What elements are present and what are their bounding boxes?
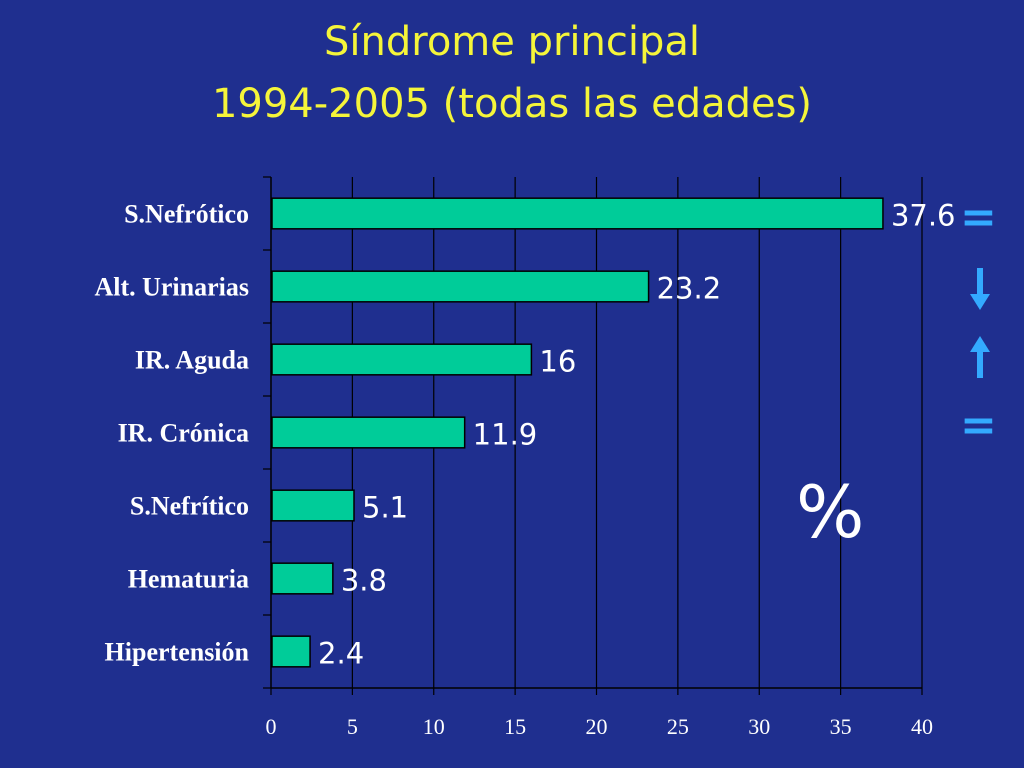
x-tick-label: 15 <box>504 714 526 739</box>
percent-unit-label: % <box>796 470 865 554</box>
category-label: IR. Aguda <box>135 346 249 375</box>
x-tick-label: 5 <box>347 714 358 739</box>
chart-title-line2: 1994-2005 (todas las edades) <box>211 81 813 127</box>
x-tick-label: 40 <box>911 714 933 739</box>
bar <box>271 635 311 668</box>
bar <box>271 343 533 376</box>
category-label: S.Nefrítico <box>130 492 249 521</box>
x-tick-label: 10 <box>423 714 445 739</box>
category-label: Alt. Urinarias <box>94 273 249 302</box>
down-arrow-icon <box>968 268 992 316</box>
category-label: Hematuria <box>128 565 249 594</box>
x-tick-label: 0 <box>266 714 277 739</box>
data-label: 23.2 <box>657 272 722 306</box>
bar <box>271 489 355 522</box>
chart-title-line1: Síndrome principal <box>324 19 700 65</box>
data-label: 3.8 <box>341 564 387 598</box>
x-tick-label: 30 <box>748 714 770 739</box>
bar <box>271 197 884 230</box>
bar <box>271 270 650 303</box>
x-tick-label: 35 <box>830 714 852 739</box>
data-label: 2.4 <box>318 637 364 671</box>
data-label: 37.6 <box>891 199 956 233</box>
equal-mark-ir-cronica: = <box>960 400 997 451</box>
category-label: Hipertensión <box>105 638 250 667</box>
x-tick-label: 20 <box>586 714 608 739</box>
category-label: S.Nefrótico <box>124 200 249 229</box>
bar <box>271 416 466 449</box>
equal-mark-s-nefrotico: = <box>960 192 997 243</box>
bar <box>271 562 334 595</box>
data-label: 16 <box>539 345 576 379</box>
data-label: 11.9 <box>473 418 538 452</box>
category-label: IR. Crónica <box>118 419 249 448</box>
x-tick-label: 25 <box>667 714 689 739</box>
data-label: 5.1 <box>362 491 408 525</box>
up-arrow-icon <box>968 334 992 382</box>
